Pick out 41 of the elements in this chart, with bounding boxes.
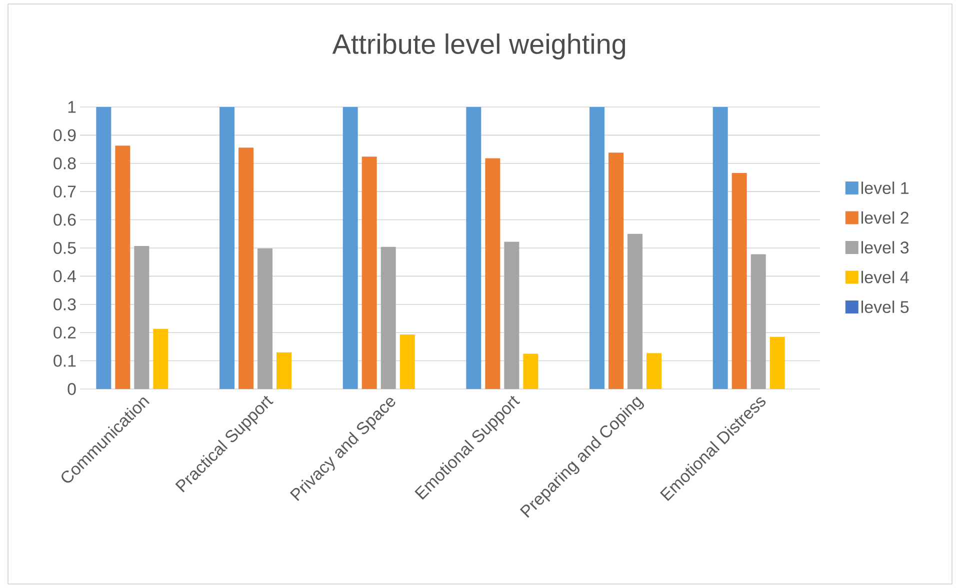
legend-label: level 3 bbox=[862, 241, 909, 254]
legend-label: level 5 bbox=[862, 300, 909, 314]
bar bbox=[134, 246, 150, 389]
bar bbox=[732, 172, 747, 389]
y-tick-label: 0.8 bbox=[54, 157, 76, 170]
bar bbox=[96, 106, 112, 389]
bar bbox=[712, 106, 728, 389]
y-tick-label: 0.9 bbox=[54, 129, 76, 142]
y-tick-label: 0.4 bbox=[54, 270, 76, 282]
bar bbox=[380, 246, 396, 389]
bar bbox=[238, 148, 254, 389]
legend-label: level 2 bbox=[862, 211, 908, 224]
chart-title: Attribute level weighting bbox=[332, 33, 626, 60]
y-tick-label: 0.5 bbox=[54, 242, 76, 254]
legend-label: level 1 bbox=[862, 182, 908, 194]
bar bbox=[466, 106, 482, 389]
bar bbox=[608, 152, 624, 389]
bar bbox=[220, 106, 235, 389]
bar bbox=[646, 353, 662, 389]
bar bbox=[342, 106, 358, 389]
y-tick-label: 0.7 bbox=[54, 186, 76, 198]
bar bbox=[750, 254, 766, 389]
bar bbox=[276, 352, 292, 389]
y-tick-label: 0 bbox=[68, 382, 76, 395]
y-tick-label: 0.6 bbox=[54, 214, 76, 226]
bar bbox=[362, 156, 377, 389]
y-tick-label: 0.3 bbox=[54, 298, 76, 310]
bar bbox=[115, 146, 130, 389]
bar bbox=[400, 334, 415, 389]
bar bbox=[770, 336, 785, 389]
bar bbox=[504, 242, 520, 389]
y-tick-label: 1 bbox=[68, 101, 76, 113]
bar bbox=[153, 328, 168, 389]
bar bbox=[590, 106, 605, 389]
legend-label: level 4 bbox=[862, 270, 909, 284]
bar bbox=[485, 158, 500, 389]
bar bbox=[258, 248, 273, 389]
y-tick-label: 0.2 bbox=[54, 326, 76, 339]
y-tick-label: 0.1 bbox=[54, 354, 76, 367]
bar bbox=[628, 234, 643, 389]
bar bbox=[523, 354, 538, 389]
